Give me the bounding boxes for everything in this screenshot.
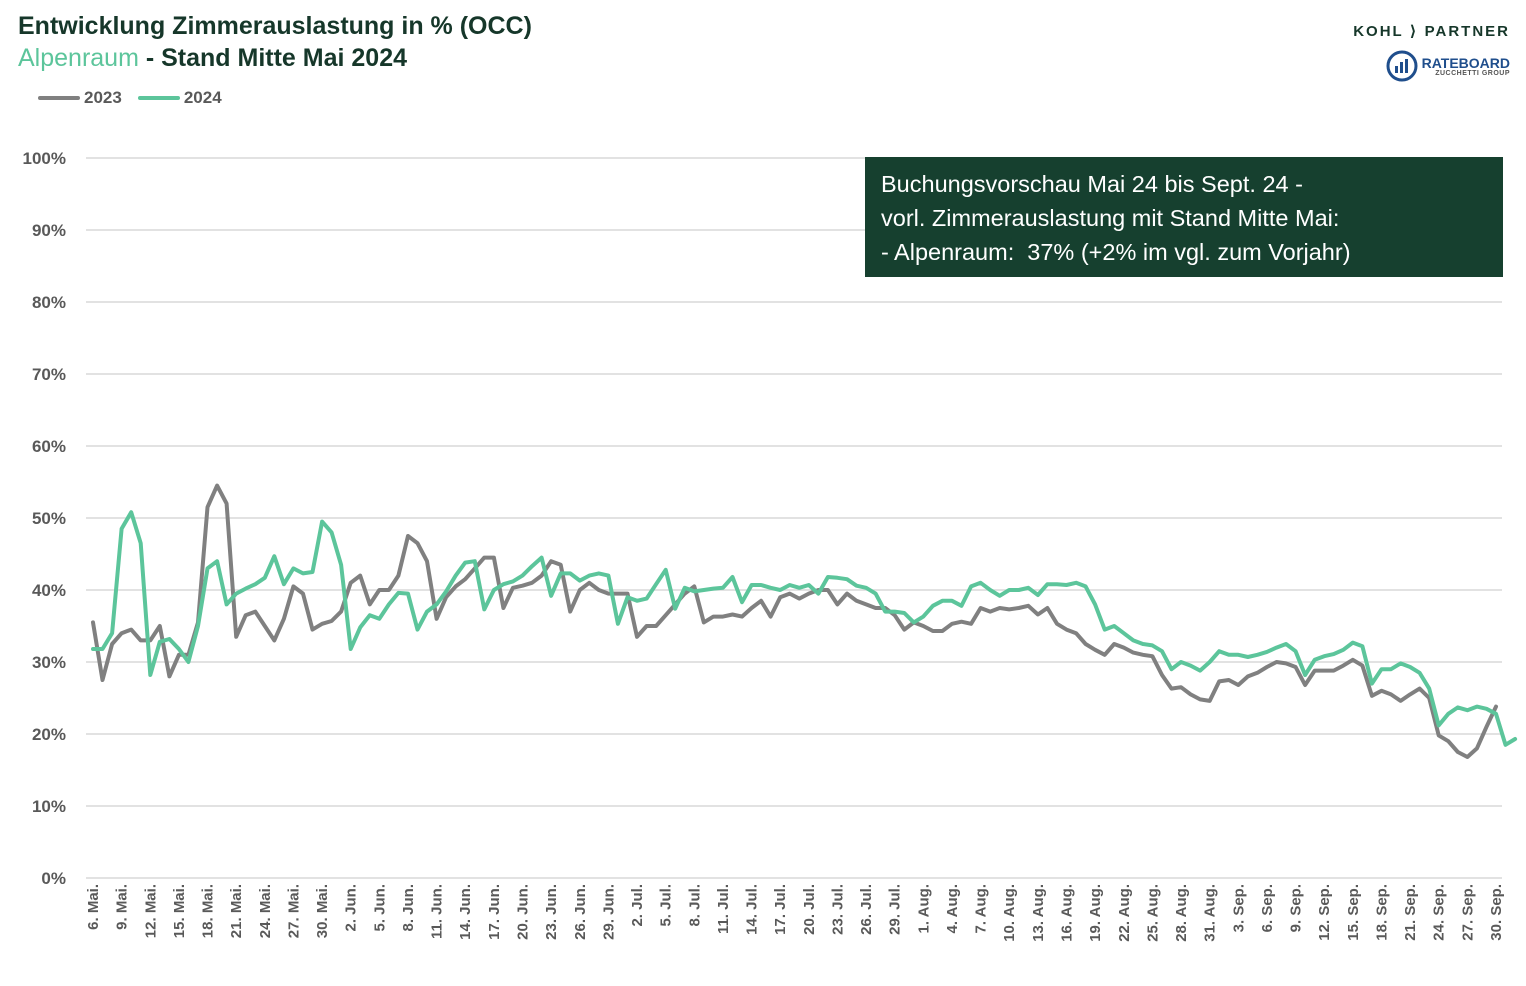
title-line-1: Entwicklung Zimmerauslastung in % (OCC) — [18, 12, 532, 40]
x-tick-label: 4. Aug. — [944, 884, 961, 933]
y-tick-label: 40% — [32, 581, 66, 600]
y-tick-label: 20% — [32, 725, 66, 744]
series-lines — [91, 483, 1518, 759]
x-tick-label: 28. Aug. — [1173, 884, 1190, 942]
x-tick-label: 7. Aug. — [973, 884, 990, 933]
x-tick-label: 24. Sep. — [1431, 884, 1448, 941]
x-tick-label: 31. Aug. — [1202, 884, 1219, 942]
x-tick-label: 15. Mai. — [171, 884, 188, 938]
legend-label-2024: 2024 — [183, 88, 222, 107]
x-tick-label: 14. Jun. — [457, 884, 474, 940]
x-axis-labels: 6. Mai. 9. Mai. 12. Mai. 15. Mai. 18. Mai. 21… — [85, 884, 1505, 942]
x-tick-label: 8. Jun. — [400, 884, 417, 932]
chart-legend: 2023 2024 — [38, 88, 222, 108]
legend-item-2023: 2023 — [38, 88, 122, 108]
x-tick-label: 9. Sep. — [1288, 884, 1305, 932]
legend-label-2023: 2023 — [84, 88, 122, 107]
x-tick-label: 18. Mai. — [200, 884, 217, 938]
x-tick-label: 6. Mai. — [85, 884, 102, 930]
x-tick-label: 11. Jul. — [715, 884, 732, 934]
x-tick-label: 25. Aug. — [1144, 884, 1161, 942]
y-tick-label: 10% — [32, 797, 66, 816]
x-tick-label: 30. Sep. — [1488, 884, 1505, 941]
x-tick-label: 30. Mai. — [314, 884, 331, 938]
y-axis-labels: 0% 10% 20% 30% 40% 50% 60% 70% 80% 90% 100% — [23, 149, 66, 888]
x-tick-label: 2. Jul. — [629, 884, 646, 927]
y-tick-label: 0% — [41, 869, 66, 888]
x-tick-label: 17. Jun. — [486, 884, 503, 940]
note-line-1: Buchungsvorschau Mai 24 bis Sept. 24 - — [881, 171, 1303, 197]
legend-swatch-2024 — [137, 96, 180, 100]
x-tick-label: 12. Mai. — [142, 884, 159, 938]
x-tick-label: 29. Jun. — [600, 884, 617, 940]
x-tick-label: 11. Jun. — [429, 884, 446, 939]
rateboard-name: RATEBOARD — [1421, 54, 1510, 71]
note-line-2: vorl. Zimmerauslastung mit Stand Mitte M… — [881, 205, 1340, 231]
series-line-2024 — [91, 510, 1518, 747]
x-tick-label: 14. Jul. — [744, 884, 761, 935]
note-line-3: - Alpenraum: 37% (+2% im vgl. zum Vorjah… — [881, 239, 1351, 265]
rateboard-subtitle: ZUCCHETTI GROUP — [1435, 69, 1510, 77]
y-tick-label: 100% — [23, 149, 66, 168]
title-date: - Stand Mitte Mai 2024 — [138, 44, 408, 72]
forecast-note-box: Buchungsvorschau Mai 24 bis Sept. 24 - v… — [865, 157, 1503, 277]
x-tick-label: 26. Jun. — [572, 884, 589, 940]
title-region: Alpenraum — [18, 44, 139, 72]
x-tick-label: 3. Sep. — [1230, 884, 1247, 932]
x-tick-label: 27. Sep. — [1459, 884, 1476, 941]
x-tick-label: 5. Jun. — [371, 884, 388, 932]
x-tick-label: 6. Sep. — [1259, 884, 1276, 932]
x-tick-label: 19. Aug. — [1087, 884, 1104, 942]
x-tick-label: 16. Aug. — [1059, 884, 1076, 942]
x-tick-label: 15. Sep. — [1345, 884, 1362, 941]
y-tick-label: 90% — [32, 221, 66, 240]
legend-item-2024: 2024 — [137, 88, 222, 108]
x-tick-label: 8. Jul. — [686, 884, 703, 927]
chart-title: Entwicklung Zimmerauslastung in % (OCC) … — [18, 10, 532, 74]
x-tick-label: 5. Jul. — [658, 884, 675, 927]
kohl-partner-logo: KOHL ⟩ PARTNER — [1353, 23, 1510, 40]
x-tick-label: 17. Jul. — [772, 884, 789, 935]
y-tick-label: 70% — [32, 365, 66, 384]
x-tick-label: 1. Aug. — [915, 884, 932, 933]
y-tick-label: 30% — [32, 653, 66, 672]
x-tick-label: 10. Aug. — [1001, 884, 1018, 942]
x-tick-label: 20. Jun. — [514, 884, 531, 940]
x-tick-label: 18. Sep. — [1373, 884, 1390, 941]
x-tick-label: 27. Mai. — [285, 884, 302, 938]
y-tick-label: 80% — [32, 293, 66, 312]
x-tick-label: 26. Jul. — [858, 884, 875, 935]
rateboard-icon — [1386, 50, 1418, 82]
x-tick-label: 2. Jun. — [343, 884, 360, 932]
rateboard-text: RATEBOARD ZUCCHETTI GROUP — [1422, 56, 1510, 77]
y-tick-label: 60% — [32, 437, 66, 456]
brand-logos: KOHL ⟩ PARTNER RATEBOARD ZUCCHETTI GROUP — [1310, 22, 1510, 82]
x-tick-label: 21. Mai. — [228, 884, 245, 938]
x-tick-label: 23. Jun. — [543, 884, 560, 940]
x-tick-label: 21. Sep. — [1402, 884, 1419, 941]
x-tick-label: 22. Aug. — [1116, 884, 1133, 942]
x-tick-label: 24. Mai. — [257, 884, 274, 938]
x-tick-label: 23. Jul. — [829, 884, 846, 935]
title-line-2: Alpenraum - Stand Mitte Mai 2024 — [18, 42, 532, 74]
x-tick-label: 13. Aug. — [1030, 884, 1047, 942]
x-tick-label: 9. Mai. — [114, 884, 131, 930]
x-tick-label: 20. Jul. — [801, 884, 818, 935]
x-tick-label: 29. Jul. — [887, 884, 904, 935]
rateboard-logo: RATEBOARD ZUCCHETTI GROUP — [1310, 50, 1510, 82]
series-line-2023 — [91, 483, 1498, 759]
x-tick-label: 12. Sep. — [1316, 884, 1333, 941]
legend-swatch-2023 — [38, 96, 80, 100]
y-tick-label: 50% — [32, 509, 66, 528]
